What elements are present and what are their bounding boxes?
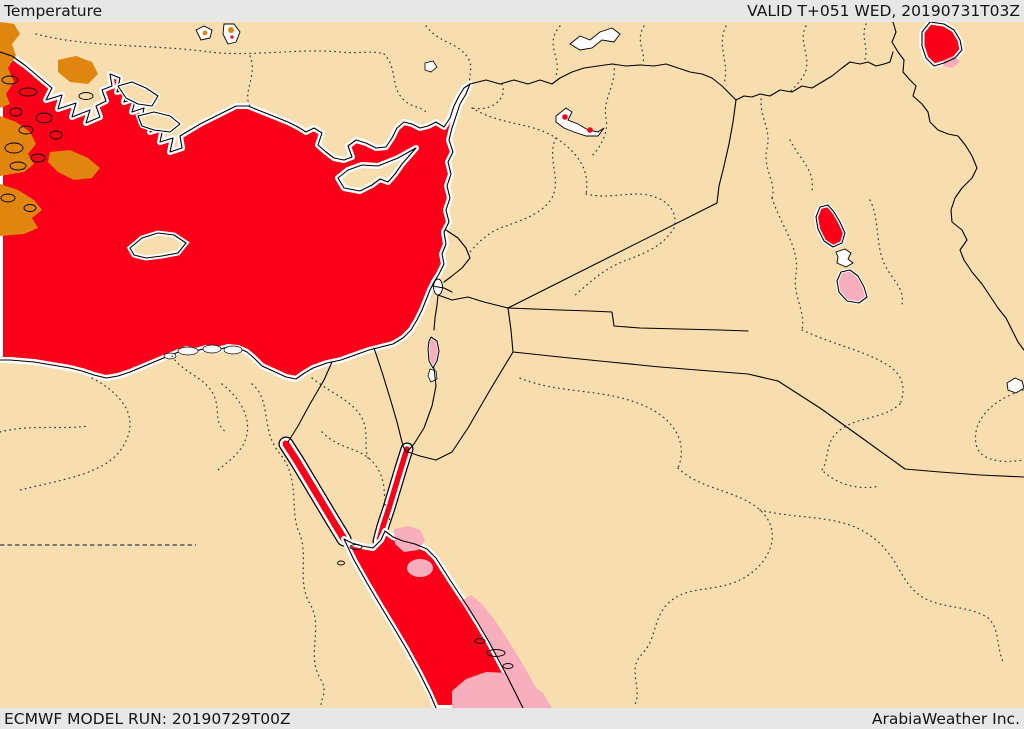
red-sea-islands (337, 544, 514, 669)
aegean-islands (0, 75, 94, 212)
cyprus-island (335, 145, 419, 194)
gulf-of-aqaba-region (372, 442, 414, 548)
syria-jordan-border (437, 294, 509, 309)
suez-canal-line (287, 361, 333, 443)
country-borders (287, 22, 1024, 478)
lake-van-region (919, 22, 965, 69)
gulf-of-suez-region (278, 436, 352, 547)
admin-borders (0, 23, 1024, 708)
map-canvas (0, 22, 1024, 708)
aegean-orange-patch-north (58, 56, 98, 84)
sea-temperature-regions (0, 22, 552, 708)
footer-bar: ECMWF MODEL RUN: 20190729T00Z ArabiaWeat… (0, 708, 1024, 729)
map-title: Temperature (4, 2, 103, 20)
lake-habbaniyah (835, 248, 854, 268)
header-bar: Temperature VALID T+051 WED, 20190731T03… (0, 0, 1024, 22)
model-run-label: ECMWF MODEL RUN: 20190729T00Z (4, 709, 291, 728)
cyclades-orange-patch (48, 150, 100, 180)
syria-iraq-border (507, 99, 737, 309)
jordan-valley-border (406, 294, 439, 453)
egypt-israel-border (373, 347, 407, 453)
lake-razzaza-region (835, 268, 869, 305)
aegean-orange-patch-low (0, 184, 42, 236)
company-label: ArabiaWeather Inc. (871, 709, 1020, 728)
valid-time-label: VALID T+051 WED, 20190731T03Z (747, 2, 1020, 20)
lakes (195, 22, 1024, 394)
right-edge-lake (1006, 377, 1024, 394)
jordan-saudi-border (407, 351, 514, 461)
aegean-orange-patch-mid (0, 116, 36, 176)
nw-turkey-lakes (195, 23, 241, 45)
jordan-iraq-border (507, 307, 749, 332)
turkey-syria-iraq-border (469, 51, 894, 101)
crete-island (126, 230, 190, 261)
lake-tharthar-region (813, 202, 848, 250)
aegean-orange-patch-top (0, 22, 20, 108)
anatolia-peninsulas (114, 79, 184, 135)
iraq-iran-border (891, 22, 1024, 351)
temperature-map-svg (0, 22, 1024, 708)
iraq-saudi-border (507, 307, 1024, 478)
keban-reservoir (569, 27, 621, 51)
nile-delta-lagoons (163, 344, 243, 360)
ataturk-reservoir (555, 107, 605, 137)
amik-lake (424, 60, 438, 73)
lebanon-syria-border (431, 229, 471, 293)
